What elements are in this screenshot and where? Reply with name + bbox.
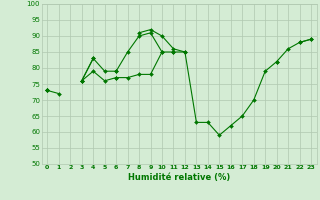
X-axis label: Humidité relative (%): Humidité relative (%) [128,173,230,182]
